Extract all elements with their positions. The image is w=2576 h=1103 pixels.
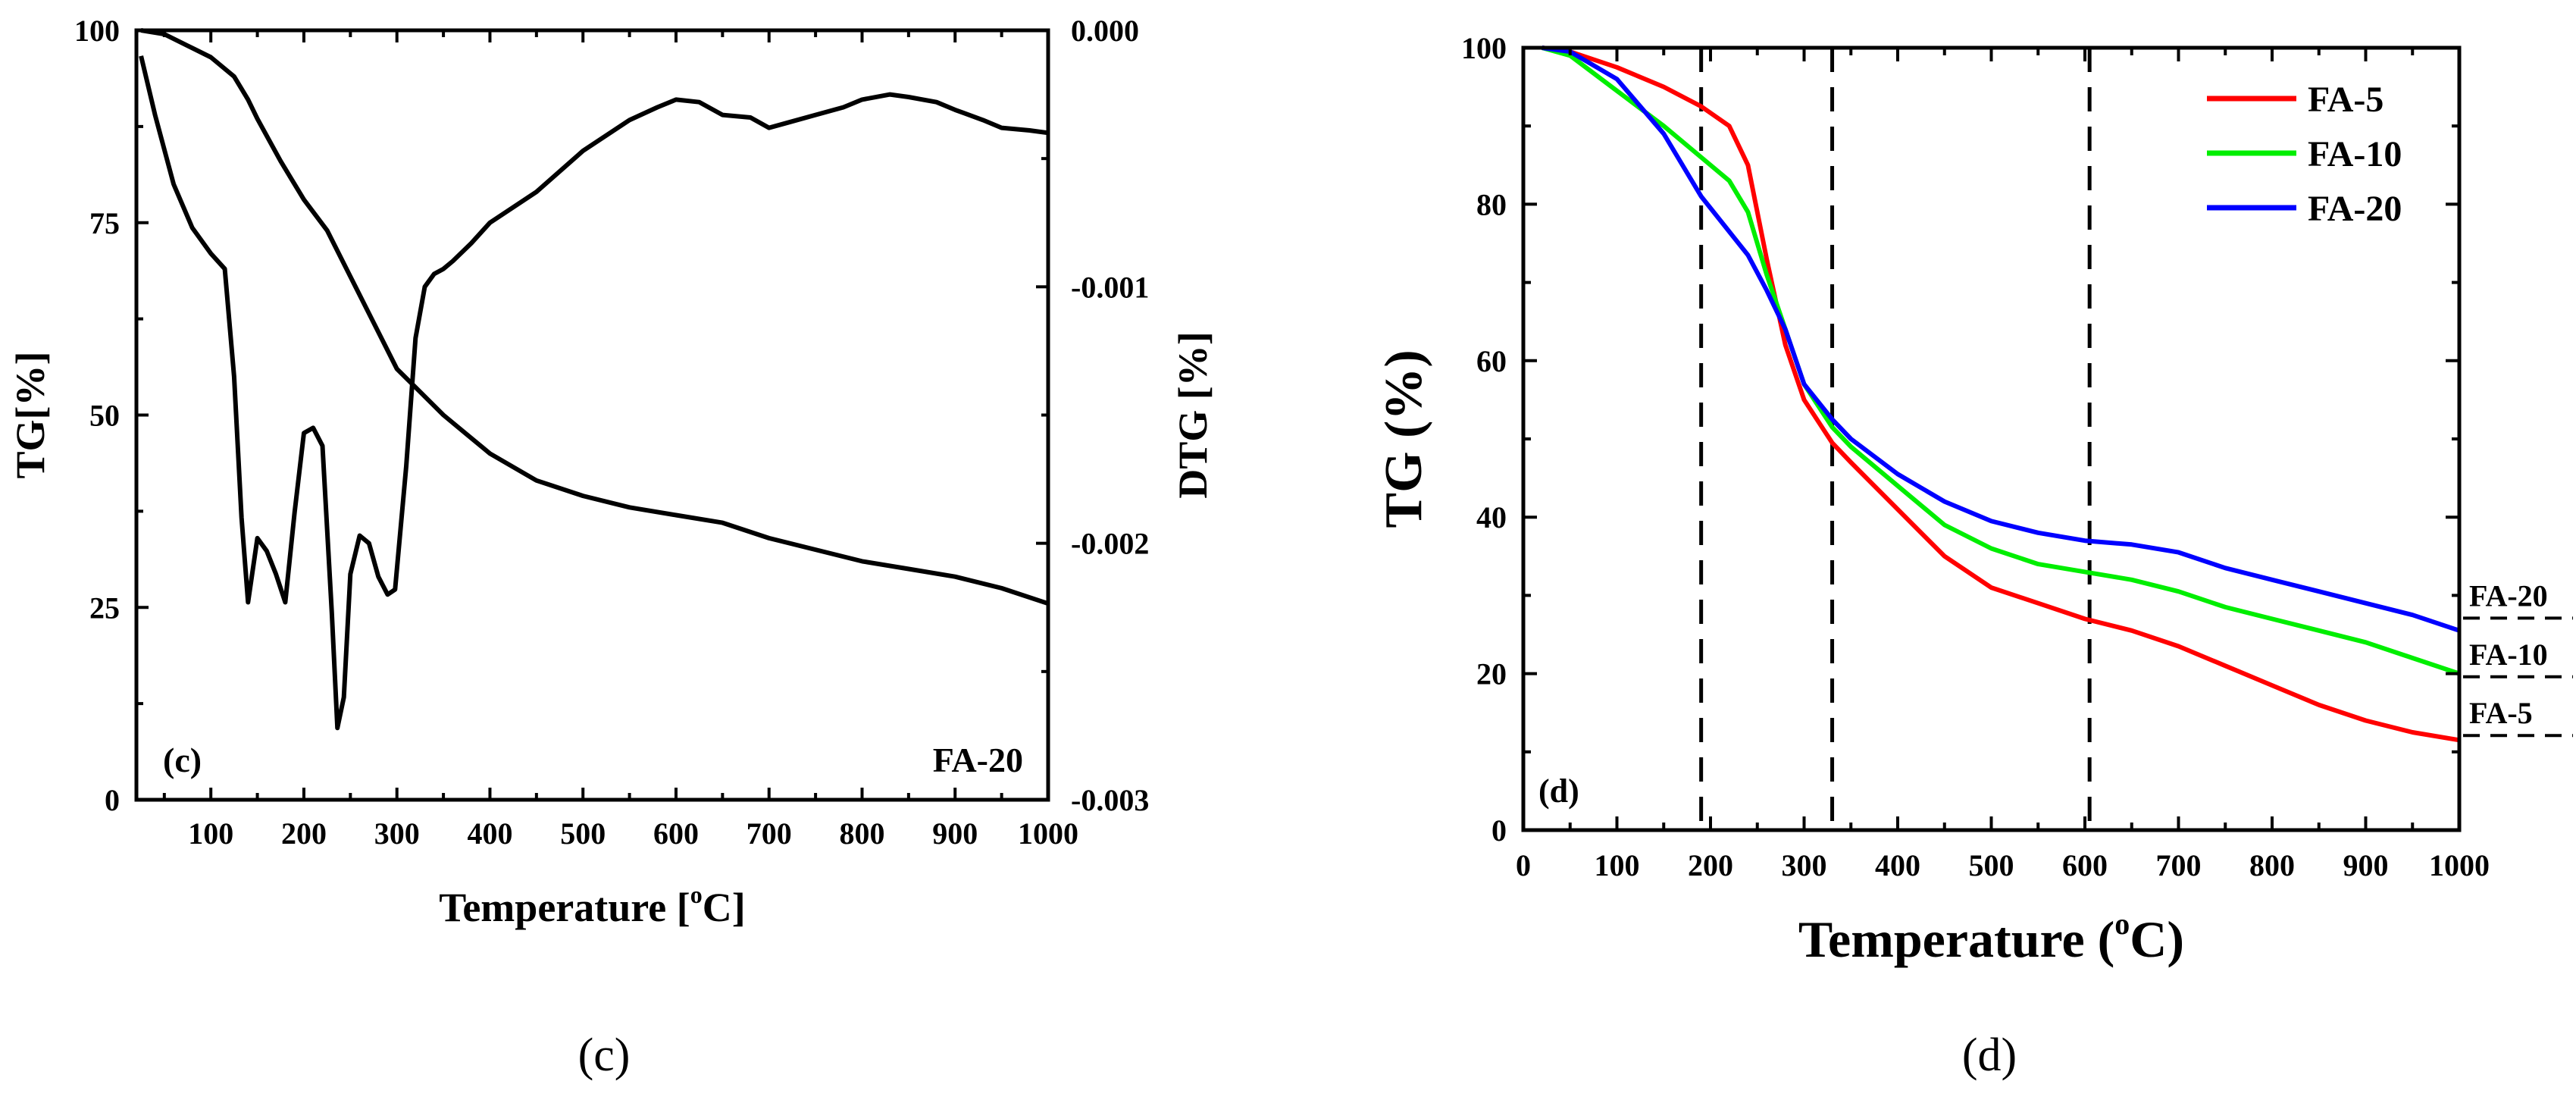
- x-tick-label: 300: [374, 816, 420, 851]
- x-tick-label: 0: [1516, 848, 1531, 882]
- y-right-tick-label: -0.002: [1071, 527, 1149, 561]
- y-tick-label: 40: [1476, 500, 1507, 534]
- x-tick-label: 1000: [1018, 816, 1078, 851]
- y-left-tick-label: 50: [89, 399, 120, 433]
- figure-caption: (c): [578, 1029, 631, 1081]
- legend-label-fa-10: FA-10: [2308, 134, 2402, 174]
- y-tick-label: 20: [1476, 657, 1507, 691]
- x-tick-label: 800: [2249, 848, 2295, 882]
- y-tick-label: 0: [1491, 813, 1507, 848]
- x-axis-title-sup: o: [690, 881, 703, 908]
- y-right-tick-label: 0.000: [1071, 14, 1139, 48]
- series-line-tg: [140, 28, 1049, 606]
- y-tick-label: 100: [1461, 31, 1507, 65]
- x-tick-label: 100: [188, 816, 233, 851]
- figure-caption: (d): [1962, 1029, 2017, 1081]
- x-tick-label: 800: [839, 816, 884, 851]
- chart-panel-c: 100 200 300 400 500 600 700 800 900 1000 0 25 50 75 10…: [8, 14, 1216, 1081]
- y-right-axis-title: DTG [%]: [1170, 331, 1216, 498]
- x-tick-label: 100: [1595, 848, 1640, 882]
- x-axis-title: Temperature [oC]: [439, 881, 745, 930]
- y-right-tick-label: -0.003: [1071, 783, 1149, 817]
- x-axis-title-main: Temperature (: [1798, 910, 2114, 968]
- x-axis-title: Temperature (oC): [1798, 907, 2184, 968]
- legend-label-fa-20: FA-20: [2308, 189, 2402, 229]
- legend-label-fa-5: FA-5: [2308, 80, 2384, 120]
- x-tick-label: 700: [747, 816, 792, 851]
- panel-label: (c): [163, 741, 202, 779]
- end-label: FA-10: [2469, 638, 2548, 672]
- y-left-tick-label: 75: [89, 206, 120, 240]
- x-tick-label: 600: [2062, 848, 2108, 882]
- x-tick-label: 400: [1875, 848, 1920, 882]
- series-line-fa-10: [1541, 45, 2460, 676]
- y-left-axis-title: TG[%]: [8, 352, 53, 479]
- x-tick-label: 300: [1782, 848, 1827, 882]
- y-left-tick-label: 100: [74, 14, 120, 48]
- y-axis-title: TG (%): [1375, 349, 1433, 528]
- x-tick-label: 400: [467, 816, 512, 851]
- x-tick-label: 900: [2343, 848, 2389, 882]
- series-line-dtg: [139, 55, 1049, 731]
- x-tick-label: 200: [281, 816, 327, 851]
- x-axis-title-tail: C]: [703, 885, 746, 930]
- x-tick-label: 900: [932, 816, 978, 851]
- series-line-fa-5: [1542, 45, 2460, 743]
- y-left-tick-label: 0: [105, 783, 120, 817]
- x-axis-title-sup: o: [2114, 907, 2130, 941]
- chart-panel-d: 0 100 200 300 400 500 600 700 800 900 1000 0 20 40 60 8…: [1375, 31, 2573, 1081]
- x-tick-label: 600: [653, 816, 699, 851]
- x-tick-label: 1000: [2429, 848, 2490, 882]
- panel-label: (d): [1538, 772, 1579, 810]
- y-right-tick-label: -0.001: [1071, 270, 1149, 304]
- x-tick-label: 500: [560, 816, 606, 851]
- end-label: FA-5: [2469, 696, 2533, 730]
- x-tick-label: 200: [1688, 848, 1733, 882]
- legend: FA-5 FA-10 FA-20: [2207, 80, 2402, 229]
- y-tick-label: 60: [1476, 344, 1507, 378]
- x-axis-title-main: Temperature [: [439, 885, 690, 930]
- y-tick-label: 80: [1476, 187, 1507, 221]
- x-axis-title-tail: C): [2130, 910, 2184, 968]
- x-tick-label: 700: [2156, 848, 2202, 882]
- x-tick-label: 500: [1969, 848, 2014, 882]
- end-label: FA-20: [2469, 578, 2548, 613]
- y-left-tick-label: 25: [89, 591, 120, 625]
- series-line-fa-20: [1542, 45, 2460, 633]
- annotation-label: FA-20: [933, 741, 1023, 779]
